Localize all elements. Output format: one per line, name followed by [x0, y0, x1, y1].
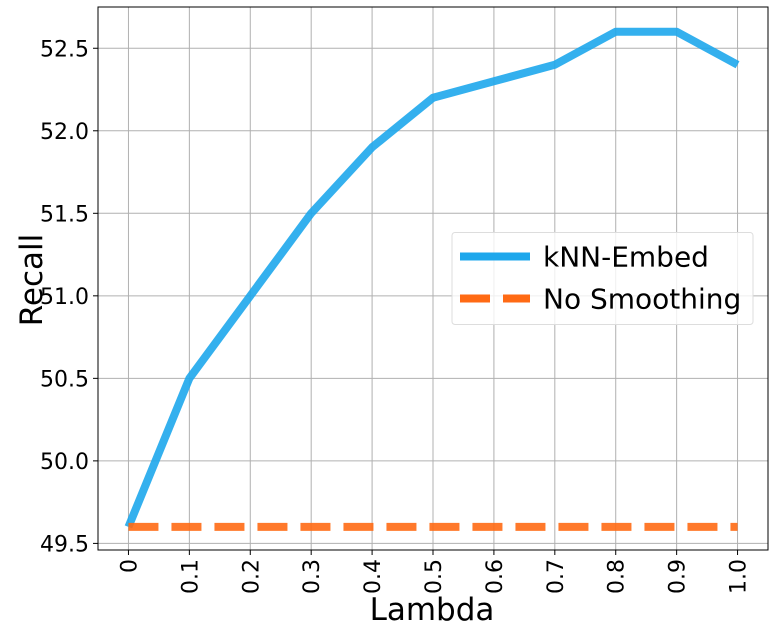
y-tick-label: 51.0 — [40, 285, 89, 310]
y-tick-label: 52.5 — [40, 37, 89, 62]
legend-label: No Smoothing — [543, 283, 741, 316]
x-tick-label: 0.2 — [239, 559, 264, 594]
x-axis-label: Lambda — [370, 592, 495, 628]
plot-frame — [97, 6, 769, 551]
x-tick-label: 0 — [117, 559, 142, 573]
legend-label: kNN-Embed — [543, 241, 709, 274]
x-tick-label: 0.1 — [178, 559, 203, 594]
x-tick-label: 0.3 — [300, 559, 325, 594]
x-tick-label: 0.9 — [666, 559, 691, 594]
y-tick-label: 49.5 — [40, 532, 89, 557]
y-tick-label: 52.0 — [40, 120, 89, 145]
y-tick-label: 51.5 — [40, 202, 89, 227]
x-tick-label: 0.8 — [605, 559, 630, 594]
x-tick-label: 1.0 — [727, 559, 752, 594]
y-axis-label: Recall — [14, 234, 50, 327]
x-tick-label: 0.6 — [483, 559, 508, 594]
data-line — [124, 27, 740, 529]
x-tick-label: 0.7 — [544, 559, 569, 594]
y-tick-label: 50.5 — [40, 367, 89, 392]
y-tick-label: 50.0 — [40, 450, 89, 475]
x-tick-label: 0.4 — [361, 559, 386, 594]
x-tick-label: 0.5 — [422, 559, 447, 594]
